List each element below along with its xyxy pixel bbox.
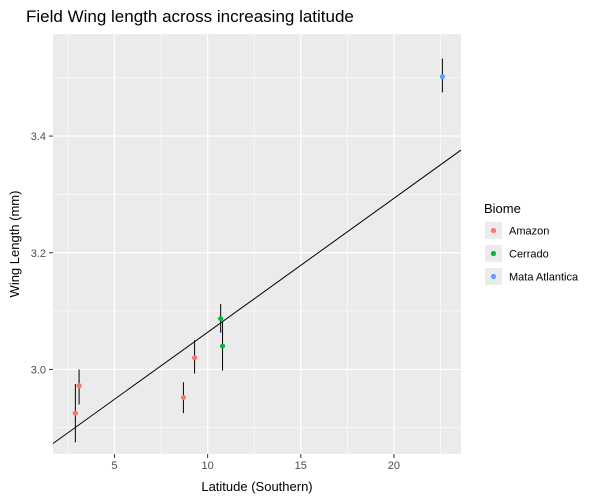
- y-tick-label: 3.2: [31, 248, 46, 260]
- data-point: [218, 316, 224, 322]
- trendline-group: [52, 149, 462, 444]
- x-tick-label: 5: [111, 460, 117, 472]
- grid-major: [53, 34, 461, 454]
- plot-panel: [53, 34, 461, 454]
- legend-label: Mata Atlantica: [509, 272, 579, 284]
- legend-marker: [490, 227, 497, 234]
- trendline: [52, 149, 462, 444]
- grid-minor: [53, 34, 461, 454]
- data-point: [72, 410, 78, 416]
- x-tick-label: 10: [202, 460, 214, 472]
- data-point: [191, 355, 198, 361]
- data-point: [180, 394, 187, 401]
- legend-marker: [490, 273, 497, 280]
- x-axis-ticks: 5 10 15 20: [111, 454, 400, 472]
- y-axis-ticks: 3.0 3.2 3.4: [31, 131, 53, 376]
- x-tick-label: 15: [295, 460, 307, 472]
- x-tick-label: 20: [388, 460, 400, 472]
- data-point: [76, 383, 82, 389]
- y-tick-label: 3.4: [31, 131, 46, 143]
- data-point: [219, 343, 226, 349]
- data-point: [439, 73, 445, 80]
- legend: Biome Amazon Cerrado Mata Atlantica: [484, 201, 579, 285]
- legend-label: Amazon: [509, 226, 549, 238]
- chart-title: Field Wing length across increasing lati…: [26, 7, 354, 26]
- data-points: [72, 73, 445, 416]
- y-tick-label: 3.0: [31, 364, 46, 376]
- legend-title: Biome: [484, 201, 521, 216]
- x-axis-title: Latitude (Southern): [201, 479, 312, 494]
- legend-label: Cerrado: [509, 249, 549, 261]
- legend-marker: [490, 250, 497, 257]
- y-axis-title: Wing Length (mm): [7, 191, 22, 298]
